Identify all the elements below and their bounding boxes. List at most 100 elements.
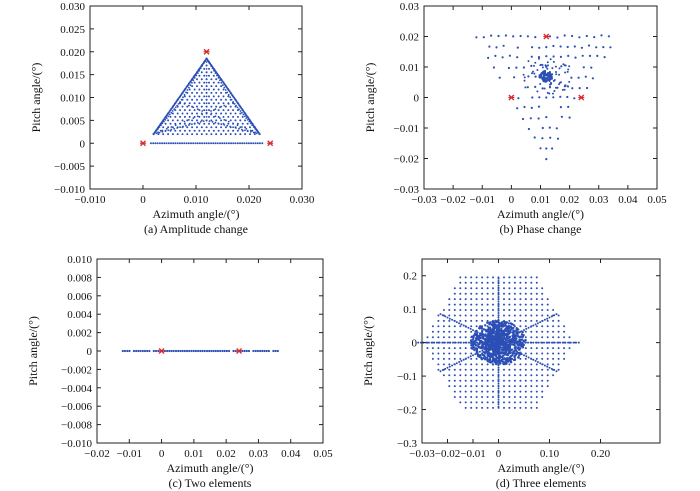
data-point xyxy=(535,374,538,377)
data-point xyxy=(509,351,512,354)
data-point xyxy=(201,65,204,67)
data-point xyxy=(208,67,210,70)
data-point xyxy=(497,382,500,385)
data-point xyxy=(234,142,237,145)
data-point xyxy=(472,342,475,346)
data-point xyxy=(232,129,235,132)
data-point xyxy=(448,314,451,317)
data-point xyxy=(524,287,527,290)
data-point xyxy=(524,379,527,382)
data-point xyxy=(524,347,527,350)
data-point xyxy=(507,66,510,70)
data-points xyxy=(121,348,279,354)
data-point xyxy=(227,122,230,125)
data-point xyxy=(546,385,549,388)
data-point xyxy=(503,287,505,290)
data-point xyxy=(524,357,527,360)
data-point xyxy=(558,73,561,76)
plot-area xyxy=(89,5,303,190)
data-point xyxy=(586,86,589,90)
x-tick-label: 0.020 xyxy=(237,194,262,206)
data-point xyxy=(527,75,530,78)
data-point xyxy=(535,406,538,409)
data-point xyxy=(527,60,530,63)
data-point xyxy=(470,346,474,349)
data-point xyxy=(464,292,467,295)
data-point xyxy=(188,109,191,112)
data-point xyxy=(469,355,472,358)
data-point xyxy=(467,326,470,329)
data-point xyxy=(475,281,478,284)
data-point xyxy=(459,319,462,322)
data-point xyxy=(167,133,170,136)
data-point xyxy=(497,373,500,376)
data-point xyxy=(235,127,237,129)
data-point xyxy=(497,34,500,38)
data-point xyxy=(459,287,462,290)
data-point xyxy=(196,108,199,111)
data-point xyxy=(210,98,213,101)
data-point xyxy=(590,66,593,69)
data-point xyxy=(201,110,204,112)
data-point xyxy=(247,142,250,145)
data-point xyxy=(524,368,527,371)
data-point xyxy=(508,401,511,404)
data-point xyxy=(232,122,235,125)
y-tick-label: 0 xyxy=(414,93,420,105)
data-point xyxy=(462,341,465,344)
data-point xyxy=(205,57,208,60)
data-point xyxy=(535,357,538,360)
data-point xyxy=(563,352,566,355)
data-point xyxy=(215,105,218,108)
y-tick-label: 0.006 xyxy=(67,291,92,303)
data-point xyxy=(508,276,511,279)
data-point xyxy=(235,104,237,107)
data-point xyxy=(512,35,515,38)
data-point xyxy=(519,396,522,398)
data-point xyxy=(239,112,242,115)
data-point xyxy=(139,349,142,353)
data-point xyxy=(513,292,516,295)
data-point xyxy=(459,357,462,360)
data-point xyxy=(541,303,544,306)
data-point xyxy=(524,330,527,333)
data-point xyxy=(483,338,487,341)
data-point xyxy=(448,309,451,311)
data-point xyxy=(591,77,595,80)
data-point xyxy=(501,329,504,333)
data-point xyxy=(564,341,567,344)
data-point xyxy=(168,113,171,116)
data-point xyxy=(541,357,544,360)
data-point xyxy=(519,292,522,295)
data-point xyxy=(588,54,592,58)
data-point xyxy=(546,357,549,360)
y-axis-label: Pitch angle/(°) xyxy=(361,316,375,386)
data-point xyxy=(215,119,218,122)
data-point xyxy=(513,76,516,79)
data-point xyxy=(192,79,195,82)
data-point xyxy=(492,331,496,335)
data-point xyxy=(217,81,220,84)
data-point xyxy=(486,287,489,290)
data-point xyxy=(459,298,462,301)
data-point xyxy=(519,303,522,306)
data-point xyxy=(492,314,494,317)
data-point xyxy=(186,105,189,108)
data-point xyxy=(212,115,215,118)
data-point xyxy=(472,329,474,332)
data-point xyxy=(172,349,175,353)
data-point xyxy=(191,98,194,101)
data-point xyxy=(530,357,532,360)
data-point xyxy=(503,321,507,325)
data-point xyxy=(453,374,456,377)
x-tick-label: 0.02 xyxy=(560,194,579,206)
data-point xyxy=(552,44,555,48)
data-point xyxy=(554,65,557,68)
data-point xyxy=(239,133,242,136)
data-point xyxy=(179,101,182,103)
data-point xyxy=(582,66,585,69)
data-point xyxy=(167,115,170,118)
data-point xyxy=(183,349,186,353)
data-point xyxy=(208,74,210,77)
data-point xyxy=(560,115,564,118)
